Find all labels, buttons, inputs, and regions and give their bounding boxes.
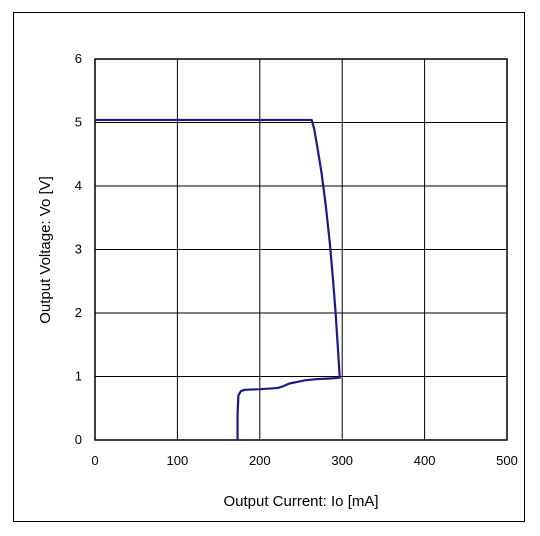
y-tick-label: 5	[75, 115, 82, 130]
x-tick-label: 100	[167, 453, 189, 468]
x-tick-label: 400	[414, 453, 436, 468]
grid-lines	[94, 58, 508, 441]
x-tick-label: 0	[91, 453, 98, 468]
x-tick-label: 300	[331, 453, 353, 468]
plot-area	[94, 58, 508, 441]
y-tick-labels: 0 1 2 3 4 5 6	[75, 51, 82, 447]
y-tick-label: 2	[75, 305, 82, 320]
x-tick-labels: 0 100 200 300 400 500	[91, 453, 517, 468]
y-tick-label: 0	[75, 432, 82, 447]
y-tick-label: 6	[75, 51, 82, 66]
x-axis-label: Output Current: Io [mA]	[223, 493, 378, 510]
y-tick-label: 3	[75, 242, 82, 257]
series-line	[95, 118, 341, 440]
y-tick-label: 4	[75, 178, 82, 193]
x-tick-label: 200	[249, 453, 271, 468]
y-axis-label: Output Voltage: Vo [V]	[37, 176, 54, 324]
y-tick-label: 1	[75, 369, 82, 384]
chart-frame	[13, 12, 525, 522]
x-tick-label: 500	[496, 453, 518, 468]
